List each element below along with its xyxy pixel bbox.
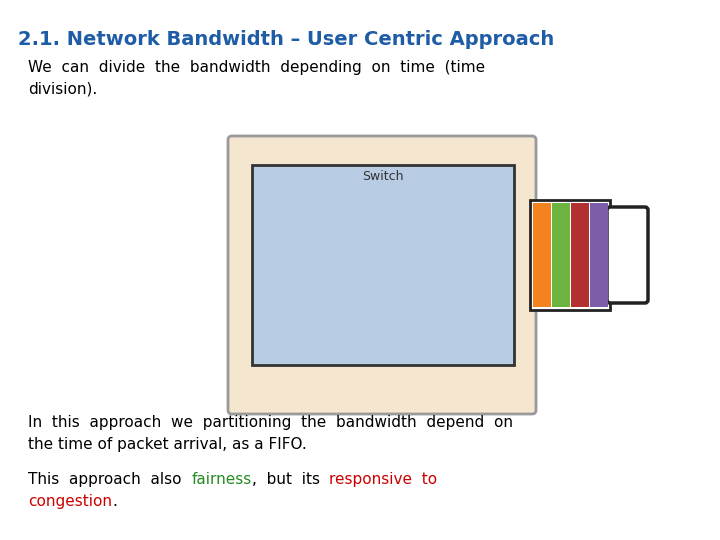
FancyBboxPatch shape [228,136,536,414]
Text: 2.1. Network Bandwidth – User Centric Approach: 2.1. Network Bandwidth – User Centric Ap… [18,30,554,49]
Text: .: . [112,494,117,509]
FancyBboxPatch shape [607,207,648,303]
Bar [533,203,551,307]
Text: division).: division). [28,82,97,97]
Bar [530,200,610,310]
Bar [252,165,514,365]
Text: responsive  to: responsive to [329,472,437,487]
Text: the time of packet arrival, as a FIFO.: the time of packet arrival, as a FIFO. [28,437,307,452]
Text: We  can  divide  the  bandwidth  depending  on  time  (time: We can divide the bandwidth depending on… [28,60,485,75]
Bar [590,203,608,307]
Text: fairness: fairness [192,472,251,487]
Text: This  approach  also: This approach also [28,472,192,487]
Text: In  this  approach  we  partitioning  the  bandwidth  depend  on: In this approach we partitioning the ban… [28,415,513,430]
Text: ,  but  its: , but its [251,472,329,487]
Bar [571,203,589,307]
Bar [552,203,570,307]
Text: congestion: congestion [28,494,112,509]
Text: Switch: Switch [362,170,404,183]
